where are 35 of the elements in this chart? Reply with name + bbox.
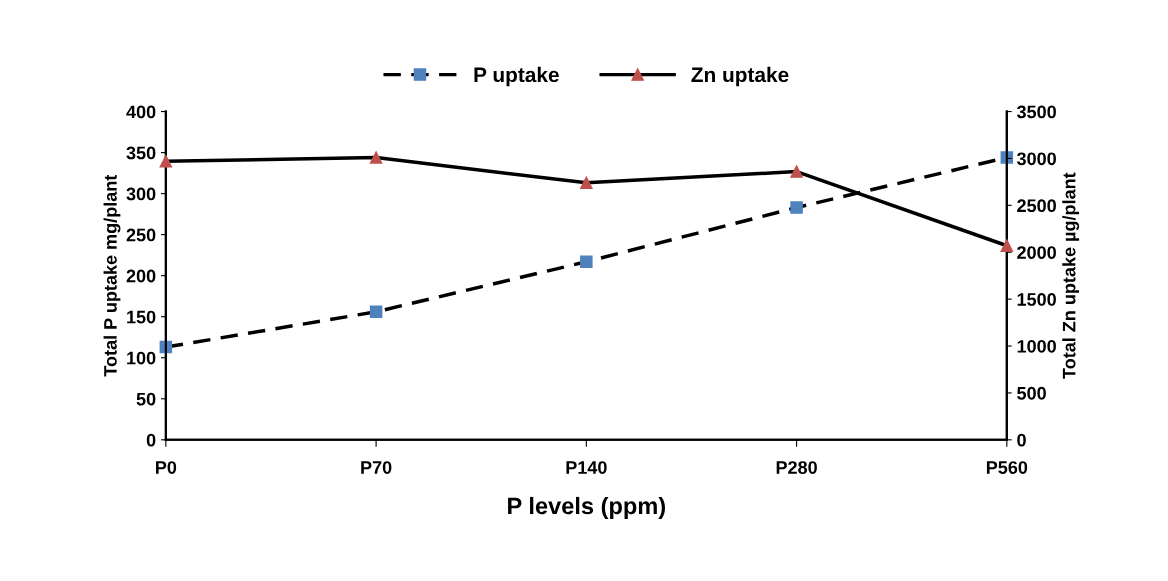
y2-tick-label: 2000	[1017, 246, 1056, 259]
point	[159, 155, 173, 168]
y-tick-label: 300	[126, 187, 156, 201]
x-tick-label: P70	[361, 461, 392, 474]
x-tick-label: P140	[566, 461, 607, 474]
x-axis-title: P levels (ppm)	[508, 496, 665, 519]
y-axis-title: Total P uptake mg/plant	[103, 174, 121, 377]
point	[790, 201, 803, 214]
point	[369, 305, 383, 319]
y2-tick-label: 3500	[1016, 105, 1056, 119]
y2-tick-label: 3000	[1016, 152, 1056, 166]
y-tick-label: 100	[127, 351, 156, 365]
legend-label: Zn uptake	[691, 66, 789, 87]
y-tick-label: 400	[126, 105, 156, 119]
point	[790, 165, 803, 178]
y-tick-label: 0	[146, 433, 156, 447]
y2-axis-title: Total Zn uptake µg/plant	[1062, 172, 1080, 379]
y2-tick-label: 1500	[1017, 293, 1056, 306]
point	[1000, 239, 1014, 252]
y-tick-label: 200	[126, 269, 156, 283]
y-tick-label: 350	[126, 146, 156, 160]
y2-tick-label: 2500	[1017, 199, 1056, 213]
point	[369, 151, 383, 164]
y2-tick-label: 0	[1017, 433, 1026, 447]
x-tick-label: P560	[986, 461, 1028, 474]
y-tick-label: 250	[126, 228, 156, 242]
legend-label: P uptake	[474, 66, 559, 87]
point	[580, 255, 593, 268]
y2-tick-label: 1000	[1017, 339, 1056, 353]
point	[580, 176, 593, 190]
x-tick-label: P0	[156, 461, 177, 474]
y2-tick-label: 500	[1017, 386, 1046, 400]
y-tick-label: 50	[136, 392, 156, 406]
y-tick-label: 150	[127, 310, 156, 324]
x-tick-label: P280	[776, 461, 817, 474]
